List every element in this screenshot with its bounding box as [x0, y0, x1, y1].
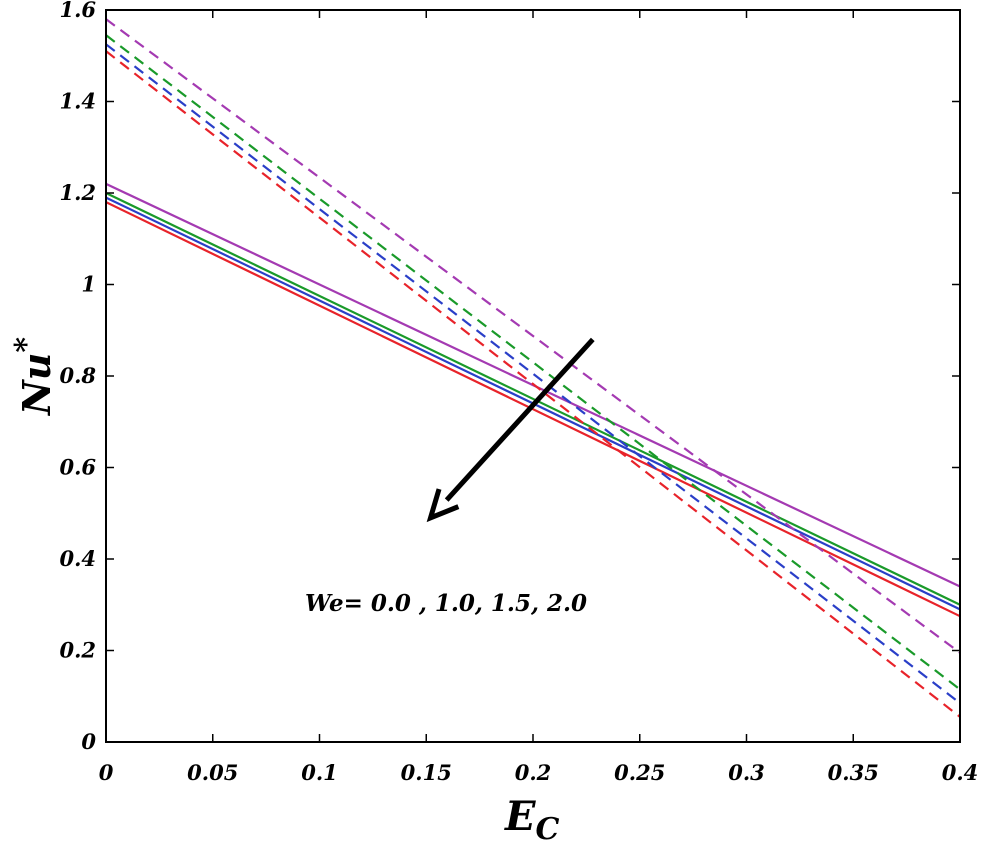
- arrow-head: [426, 488, 460, 523]
- y-tick-label: 1.4: [59, 89, 96, 114]
- y-tick-label: 0.4: [59, 546, 96, 571]
- y-axis-label-superscript: *: [9, 337, 44, 353]
- x-tick-label: 0.3: [728, 760, 765, 785]
- series-line-solid-2: [105, 192, 961, 606]
- x-tick-label: 0.2: [515, 760, 552, 785]
- y-tick-label: 1: [81, 272, 96, 297]
- annotation-text: We= 0.0 , 1.0, 1.5, 2.0: [305, 590, 587, 617]
- y-tick-label: 0.6: [59, 455, 96, 480]
- y-axis-label: Nu*: [9, 337, 59, 416]
- y-tick-label: 0: [81, 729, 96, 754]
- series-line-dashed-3: [105, 18, 961, 654]
- plot-frame: [105, 9, 961, 743]
- x-tick-label: 0.35: [828, 760, 879, 785]
- ticks-layer: 0 0.05 0.1 0.15 0.2 0.25 0.3 0.35 0.4 0 0.2 0.4 0.6 0…: [59, 0, 978, 785]
- y-tick-label: 0.8: [59, 363, 96, 388]
- y-tick-label: 1.2: [59, 180, 96, 205]
- y-tick-label: 0.2: [59, 638, 96, 663]
- arrow-shaft: [444, 337, 595, 502]
- series-layer: [105, 18, 961, 718]
- x-tick-label: 0.1: [301, 760, 338, 785]
- series-line-dashed-0: [105, 50, 961, 718]
- x-tick-label: 0.05: [187, 760, 238, 785]
- annotation-arrow: [426, 337, 595, 523]
- x-tick-label: 0.25: [614, 760, 665, 785]
- x-tick-label: 0.4: [942, 760, 979, 785]
- x-axis-label: EC: [504, 793, 560, 847]
- series-line-solid-0: [105, 201, 961, 618]
- x-tick-label: 0: [99, 760, 114, 785]
- x-axis-label-main: E: [504, 793, 536, 840]
- x-tick-label: 0.15: [401, 760, 452, 785]
- y-axis-label-main: Nu: [14, 353, 59, 416]
- y-tick-label: 1.6: [59, 0, 96, 22]
- x-axis-label-subscript: C: [536, 812, 560, 847]
